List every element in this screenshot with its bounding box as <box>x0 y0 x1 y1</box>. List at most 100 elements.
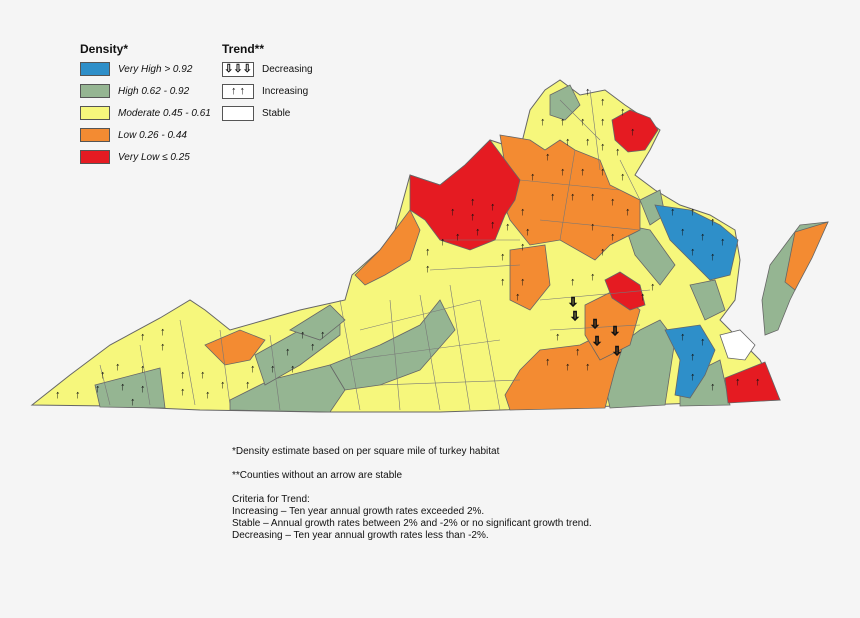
increasing-arrow-icon: ↑ <box>710 216 716 228</box>
increasing-arrow-icon: ↑ <box>560 116 566 128</box>
criteria-increasing: Increasing – Ten year annual growth rate… <box>232 506 485 517</box>
increasing-arrow-icon: ↑ <box>455 231 461 243</box>
density-legend-item: Moderate 0.45 - 0.61 <box>80 105 211 121</box>
increasing-arrow-icon: ↑ <box>520 241 526 253</box>
density-legend-item: High 0.62 - 0.92 <box>80 83 189 99</box>
increasing-arrow-icon: ↑ <box>300 329 306 341</box>
density-legend-title: Density* <box>80 42 129 56</box>
stable-note: **Counties without an arrow are stable <box>232 470 403 481</box>
increasing-arrow-icon: ↑ <box>160 341 166 353</box>
region-sw-high <box>94 367 166 409</box>
increasing-arrow-icon: ↑ <box>270 363 276 375</box>
increasing-arrow-icon: ↑ <box>615 146 621 158</box>
region-east-shore-low <box>784 221 829 291</box>
region-central-low-2 <box>509 244 551 311</box>
increasing-arrow-icon: ↑ <box>650 281 656 293</box>
increasing-arrow-icon: ↑ <box>590 271 596 283</box>
density-label: Moderate 0.45 - 0.61 <box>118 107 211 119</box>
density-swatch <box>80 128 110 142</box>
increasing-arrow-icon: ↑ <box>520 276 526 288</box>
region-north-verylow <box>409 139 521 251</box>
increasing-arrow-icon: ↑ <box>630 126 636 138</box>
density-swatch <box>80 84 110 98</box>
increasing-arrow-icon: ↑ <box>55 389 61 401</box>
increasing-arrow-icon: ↑ <box>120 381 126 393</box>
increasing-arrow-icon: ↑ <box>565 361 571 373</box>
increasing-arrow-icon: ↑ <box>555 331 561 343</box>
increasing-arrow-icon: ↑ <box>600 96 606 108</box>
increasing-arrow-icon: ↑ <box>570 276 576 288</box>
region-sw-low <box>204 329 266 366</box>
increasing-arrow-icon: ↑ <box>180 386 186 398</box>
trend-legend-item: ⇩⇩⇩ Decreasing <box>222 61 313 77</box>
trend-label: Stable <box>262 107 291 119</box>
increasing-arrow-icon: ↑ <box>140 363 146 375</box>
increasing-arrow-icon: ↑ <box>515 291 521 303</box>
increasing-arrow-icon: ↑ <box>590 191 596 203</box>
increasing-arrow-icon: ↑ <box>320 329 326 341</box>
decreasing-arrow-icon: ⇩ <box>592 334 602 348</box>
increasing-arrow-icon: ↑ <box>525 226 531 238</box>
increasing-arrow-icon: ↑ <box>585 136 591 148</box>
increasing-arrow-icon: ↑ <box>205 389 211 401</box>
increasing-arrow-icon: ↑ <box>700 336 706 348</box>
increasing-arrow-icon: ↑ <box>285 346 291 358</box>
increasing-arrow-icon: ↑ <box>95 383 101 395</box>
increasing-arrow-icon: ↑ <box>700 231 706 243</box>
increasing-arrow-icon: ↑ <box>490 219 496 231</box>
increasing-arrow-icon: ↑ <box>710 251 716 263</box>
criteria-stable: Stable – Annual growth rates between 2% … <box>232 518 592 529</box>
density-legend-item: Very Low ≤ 0.25 <box>80 149 190 165</box>
increasing-arrow-icon: ↑ <box>160 326 166 338</box>
density-swatch <box>80 106 110 120</box>
increasing-arrows: ↑ ↑ ↑ ↑ ↑ ↑ ↑ ↑ ↑ ↑ ↑ ↑ ↑ ↑ ↑ ↑ ↑ ↑ ↑ ↑ ↑ ↑ ↑ ↑ ↑ ↑ ↑ ↑ ↑ ↑ ↑ ↑ ↑ ↑ ↑ ↑ ↑ ↑ ↑ ↑… <box>55 86 761 408</box>
increasing-arrow-icon: ↑ <box>490 201 496 213</box>
increasing-arrow-icon: ↑ <box>545 151 551 163</box>
density-swatch <box>80 150 110 164</box>
increasing-arrow-icon: ↑ <box>600 246 606 258</box>
up-arrow-icon: ↑ ↑ <box>222 83 254 99</box>
increasing-arrow-icon: ↑ <box>680 226 686 238</box>
density-swatch <box>80 62 110 76</box>
decreasing-arrow-icon: ⇩ <box>612 344 622 358</box>
increasing-arrow-icon: ↑ <box>75 389 81 401</box>
trend-legend-item: Stable <box>222 105 290 121</box>
region-beach-verylow <box>724 361 781 404</box>
increasing-arrow-icon: ↑ <box>620 106 626 118</box>
increasing-arrow-icon: ↑ <box>690 246 696 258</box>
decreasing-arrows: ⇩⇩ ⇩⇩⇩⇩ <box>568 295 623 359</box>
region-west-low <box>354 209 421 286</box>
density-label: Low 0.26 - 0.44 <box>118 129 187 141</box>
increasing-arrow-icon: ↑ <box>560 166 566 178</box>
decreasing-arrow-icon: ⇩ <box>610 324 620 338</box>
increasing-arrow-icon: ↑ <box>640 291 646 303</box>
increasing-arrow-icon: ↑ <box>425 263 431 275</box>
density-legend-item: Very High > 0.92 <box>80 61 192 77</box>
density-note: *Density estimate based on per square mi… <box>232 446 500 457</box>
increasing-arrow-icon: ↑ <box>250 363 256 375</box>
decreasing-arrow-icon: ⇩ <box>590 317 600 331</box>
region-richmond-verylow <box>604 271 646 311</box>
trend-label: Decreasing <box>262 63 313 75</box>
increasing-arrow-icon: ↑ <box>680 331 686 343</box>
down-arrow-icon: ⇩⇩⇩ <box>222 61 254 77</box>
increasing-arrow-icon: ↑ <box>575 346 581 358</box>
region-nova-verylow <box>611 109 659 153</box>
increasing-arrow-icon: ↑ <box>530 171 536 183</box>
increasing-arrow-icon: ↑ <box>690 351 696 363</box>
increasing-arrow-icon: ↑ <box>130 396 136 408</box>
increasing-arrow-icon: ↑ <box>245 379 251 391</box>
trend-legend-item: ↑ ↑ Increasing <box>222 83 308 99</box>
density-label: Very High > 0.92 <box>118 63 193 75</box>
decreasing-arrow-icon: ⇩ <box>568 295 578 309</box>
region-west-high <box>289 304 346 341</box>
increasing-arrow-icon: ↑ <box>500 251 506 263</box>
increasing-arrow-icon: ↑ <box>690 371 696 383</box>
increasing-arrow-icon: ↑ <box>755 376 761 388</box>
increasing-arrow-icon: ↑ <box>565 136 571 148</box>
footnotes: *Density estimate based on per square mi… <box>232 446 592 542</box>
increasing-arrow-icon: ↑ <box>580 116 586 128</box>
increasing-arrow-icon: ↑ <box>600 166 606 178</box>
